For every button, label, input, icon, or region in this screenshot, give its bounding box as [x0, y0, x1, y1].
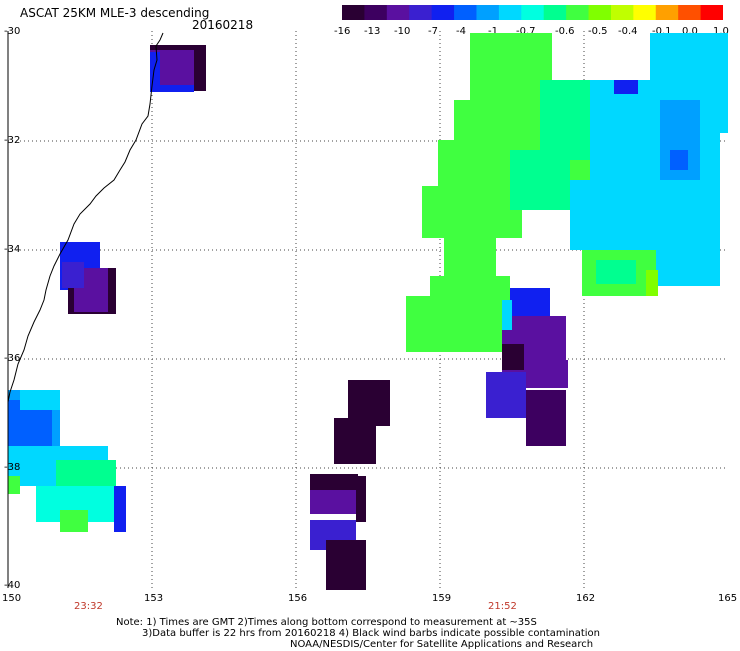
data-cell: [570, 180, 720, 250]
colorbar-label: 1.0: [713, 26, 729, 37]
note-line-3: NOAA/NESDIS/Center for Satellite Applica…: [290, 639, 594, 650]
data-cell: [486, 372, 526, 418]
data-cell: [326, 540, 366, 590]
colorbar-label: -0.6: [555, 26, 575, 37]
map-title: ASCAT 25KM MLE-3 descending: [20, 6, 210, 20]
data-cell: [8, 476, 20, 494]
data-cell: [60, 510, 88, 532]
data-cell: [114, 486, 126, 532]
colorbar-segment: [655, 5, 679, 20]
colorbar-segment: [633, 5, 657, 20]
note-line-2: 3)Data buffer is 22 hrs from 20160218 4)…: [142, 628, 600, 639]
colorbar-segment: [454, 5, 477, 20]
colorbar-segment: [498, 5, 522, 20]
colorbar-segment: [700, 5, 723, 20]
colorbar-label: 0.0: [682, 26, 698, 37]
y-tick-label: -34: [4, 244, 21, 255]
time-label-left: 23:32: [74, 601, 103, 612]
data-cell: [526, 360, 568, 388]
colorbar-segment: [610, 5, 634, 20]
x-tick-label: 165: [718, 593, 738, 604]
data-cell: [444, 230, 496, 280]
data-cell: [502, 344, 524, 370]
data-cell: [422, 186, 522, 238]
colorbar-segment: [588, 5, 612, 20]
data-cell: [62, 262, 84, 288]
y-tick-label: -38: [4, 462, 21, 473]
data-cell: [646, 270, 658, 296]
colorbar-segment: [543, 5, 567, 20]
x-tick-label: 153: [144, 593, 164, 604]
x-tick-label: 156: [288, 593, 308, 604]
x-tick-label: 150: [2, 593, 22, 604]
colorbar-segment: [364, 5, 388, 20]
colorbar-segment: [431, 5, 455, 20]
colorbar-label: -4: [456, 26, 466, 37]
colorbar-label: -10: [394, 26, 411, 37]
note-line-1: Note: 1) Times are GMT 2)Times along bot…: [116, 617, 537, 628]
data-cell: [20, 390, 60, 410]
colorbar-segment: [678, 5, 702, 20]
time-label-right: 21:52: [488, 601, 517, 612]
colorbar-segment: [476, 5, 500, 20]
data-cell: [334, 418, 376, 464]
colorbar-label: -16: [334, 26, 351, 37]
y-tick-label: -40: [4, 580, 21, 591]
data-cell: [430, 276, 510, 306]
data-cell: [150, 85, 194, 92]
colorbar-segment: [566, 5, 590, 20]
colorbar-label: -13: [364, 26, 381, 37]
colorbar-segment: [521, 5, 545, 20]
colorbar-label: -0.7: [516, 26, 536, 37]
x-tick-label: 159: [432, 593, 452, 604]
data-cell: [356, 476, 366, 522]
map-date: 20160218: [192, 18, 254, 32]
data-cell: [310, 490, 356, 514]
colorbar-label: -0.5: [588, 26, 608, 37]
data-cell: [470, 33, 552, 113]
y-tick-label: -36: [4, 353, 21, 364]
data-cell: [526, 390, 566, 446]
colorbar-label: -0.1: [652, 26, 672, 37]
data-cell: [614, 80, 638, 94]
colorbar-segment: [342, 5, 365, 20]
data-cell: [150, 52, 160, 88]
colorbar-label: -7: [428, 26, 438, 37]
swath-cells: [8, 33, 728, 590]
coastline: [7, 32, 164, 403]
x-tick-label: 162: [576, 593, 596, 604]
data-cell: [502, 300, 512, 330]
y-tick-label: -30: [4, 26, 21, 37]
colorbar: [342, 5, 723, 20]
data-cell: [670, 150, 688, 170]
colorbar-label: -0.4: [618, 26, 638, 37]
colorbar-segment: [386, 5, 410, 20]
data-cell: [596, 260, 636, 284]
colorbar-segment: [409, 5, 433, 20]
colorbar-label: -1: [488, 26, 498, 37]
y-tick-label: -32: [4, 135, 21, 146]
